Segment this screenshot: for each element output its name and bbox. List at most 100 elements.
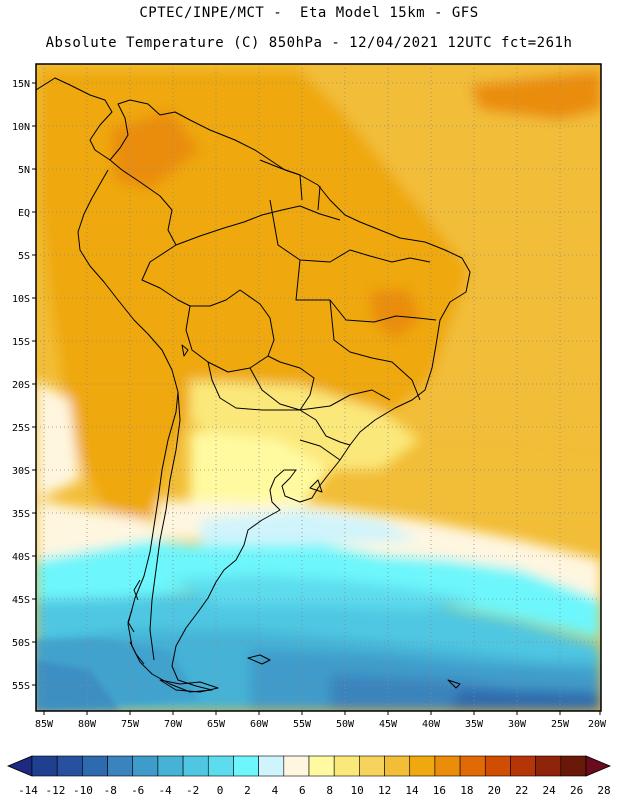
lagoa-dos-patos <box>309 479 323 493</box>
colorbar-label: 22 <box>515 784 528 797</box>
colorbar-label: 28 <box>597 784 610 797</box>
lat-label: 10S <box>12 294 30 305</box>
lat-label: 40S <box>12 552 30 563</box>
colorbar-swatch <box>207 755 234 777</box>
colorbar-labels: -14 -12 -10 -8 -6 -4 -2 0 2 4 6 8 10 12 14 16 18 20 22 24 26… <box>18 784 611 797</box>
lon-label: 50W <box>336 719 355 730</box>
border-peru-brazil <box>141 244 241 307</box>
border-uruguay <box>299 439 341 461</box>
lat-label: 5S <box>18 251 30 262</box>
colorbar: -14 -12 -10 -8 -6 -4 -2 0 2 4 6 8 10 12 14 16 18 20 22 24 26… <box>6 755 612 797</box>
lat-label: 10N <box>12 122 30 133</box>
colorbar-triangle-low <box>6 755 33 777</box>
colorbar-swatch <box>233 755 259 777</box>
lat-label: 55S <box>12 681 30 692</box>
colorbar-label: 4 <box>272 784 279 797</box>
coastline-central-america <box>36 77 161 161</box>
colorbar-triangle-high <box>585 755 612 777</box>
tierra-del-fuego <box>159 679 219 693</box>
lat-label: 30S <box>12 466 30 477</box>
border-brazil-states-1 <box>269 199 431 263</box>
lon-label: 80W <box>78 719 97 730</box>
colorbar-swatch <box>258 755 285 777</box>
colorbar-swatch <box>510 755 536 777</box>
colorbar-swatch <box>459 755 486 777</box>
colorbar-label: 0 <box>217 784 224 797</box>
colorbar-swatch <box>182 755 209 777</box>
lat-label: 20S <box>12 380 30 391</box>
colorbar-label: 12 <box>378 784 391 797</box>
colorbar-swatch <box>359 755 385 777</box>
temperature-field <box>36 64 601 711</box>
colorbar-label: -8 <box>104 784 117 797</box>
lat-label: 25S <box>12 423 30 434</box>
colorbar-label: -14 <box>18 784 38 797</box>
colorbar-swatch <box>132 755 159 777</box>
colorbar-swatch <box>434 755 461 777</box>
lon-labels: 85W 80W 75W 70W 65W 60W 55W 50W 45W 40W … <box>35 719 607 730</box>
colorbar-label: -6 <box>131 784 144 797</box>
colorbar-swatch <box>308 755 335 777</box>
colorbar-swatch <box>333 755 360 777</box>
lon-label: 25W <box>551 719 570 730</box>
lon-label: 35W <box>465 719 484 730</box>
border-colombia-venezuela <box>109 159 177 246</box>
lon-label: 40W <box>422 719 441 730</box>
lat-label: 35S <box>12 509 30 520</box>
lat-label: EQ <box>18 208 30 219</box>
colorbar-label: 8 <box>326 784 333 797</box>
falklands <box>247 654 271 665</box>
coastline-south-america <box>77 111 471 693</box>
chile-islands <box>127 579 145 665</box>
border-brazil-north <box>175 205 341 246</box>
border-argentina-chile <box>149 391 181 661</box>
colorbar-label: 2 <box>244 784 251 797</box>
lon-label: 75W <box>121 719 140 730</box>
colorbar-label: -12 <box>45 784 65 797</box>
lat-ticks <box>32 82 36 686</box>
lon-label: 65W <box>207 719 226 730</box>
lon-ticks <box>43 711 601 715</box>
colorbar-label: -2 <box>186 784 199 797</box>
colorbar-swatch <box>535 755 562 777</box>
colorbar-label: 10 <box>350 784 363 797</box>
lat-labels: 15N 10N 5N EQ 5S 10S 15S 20S 25S 30S 35S… <box>12 79 30 692</box>
lat-label: 50S <box>12 638 30 649</box>
lat-label: 5N <box>18 165 30 176</box>
colorbar-label: 26 <box>570 784 583 797</box>
colorbar-label: 6 <box>299 784 306 797</box>
colorbar-label: 14 <box>405 784 419 797</box>
colorbar-swatch <box>31 755 58 777</box>
south-georgia <box>447 679 461 689</box>
colorbar-swatch <box>107 755 134 777</box>
coastlines-borders <box>36 77 471 693</box>
colorbar-swatch <box>384 755 411 777</box>
map-frame <box>35 63 602 712</box>
colorbar-swatch <box>409 755 436 777</box>
map-title-line1: CPTEC/INPE/MCT - Eta Model 15km - GFS <box>139 5 479 21</box>
lon-label: 60W <box>250 719 269 730</box>
colorbar-label: 20 <box>488 784 501 797</box>
lon-label: 20W <box>588 719 607 730</box>
colorbar-label: 18 <box>460 784 473 797</box>
colorbar-swatch <box>484 755 511 777</box>
colorbar-label: 24 <box>542 784 556 797</box>
border-paraguay <box>249 355 315 411</box>
colorbar-label: 16 <box>433 784 446 797</box>
border-brazil-states-2 <box>295 259 437 323</box>
colorbar-swatch <box>560 755 587 777</box>
border-brazil-states-3 <box>329 299 421 401</box>
lat-label: 15N <box>12 79 30 90</box>
lon-label: 30W <box>508 719 527 730</box>
lat-label: 15S <box>12 337 30 348</box>
lon-label: 55W <box>293 719 312 730</box>
lake-titicaca <box>181 344 189 357</box>
map-title-line2: Absolute Temperature (C) 850hPa - 12/04/… <box>45 35 573 51</box>
lon-label: 45W <box>379 719 398 730</box>
colorbar-label: -10 <box>73 784 93 797</box>
lat-label: 45S <box>12 595 30 606</box>
colorbar-swatch <box>283 755 310 777</box>
lon-label: 85W <box>35 719 54 730</box>
border-argentina-north <box>207 361 351 446</box>
border-guianas <box>259 159 321 211</box>
